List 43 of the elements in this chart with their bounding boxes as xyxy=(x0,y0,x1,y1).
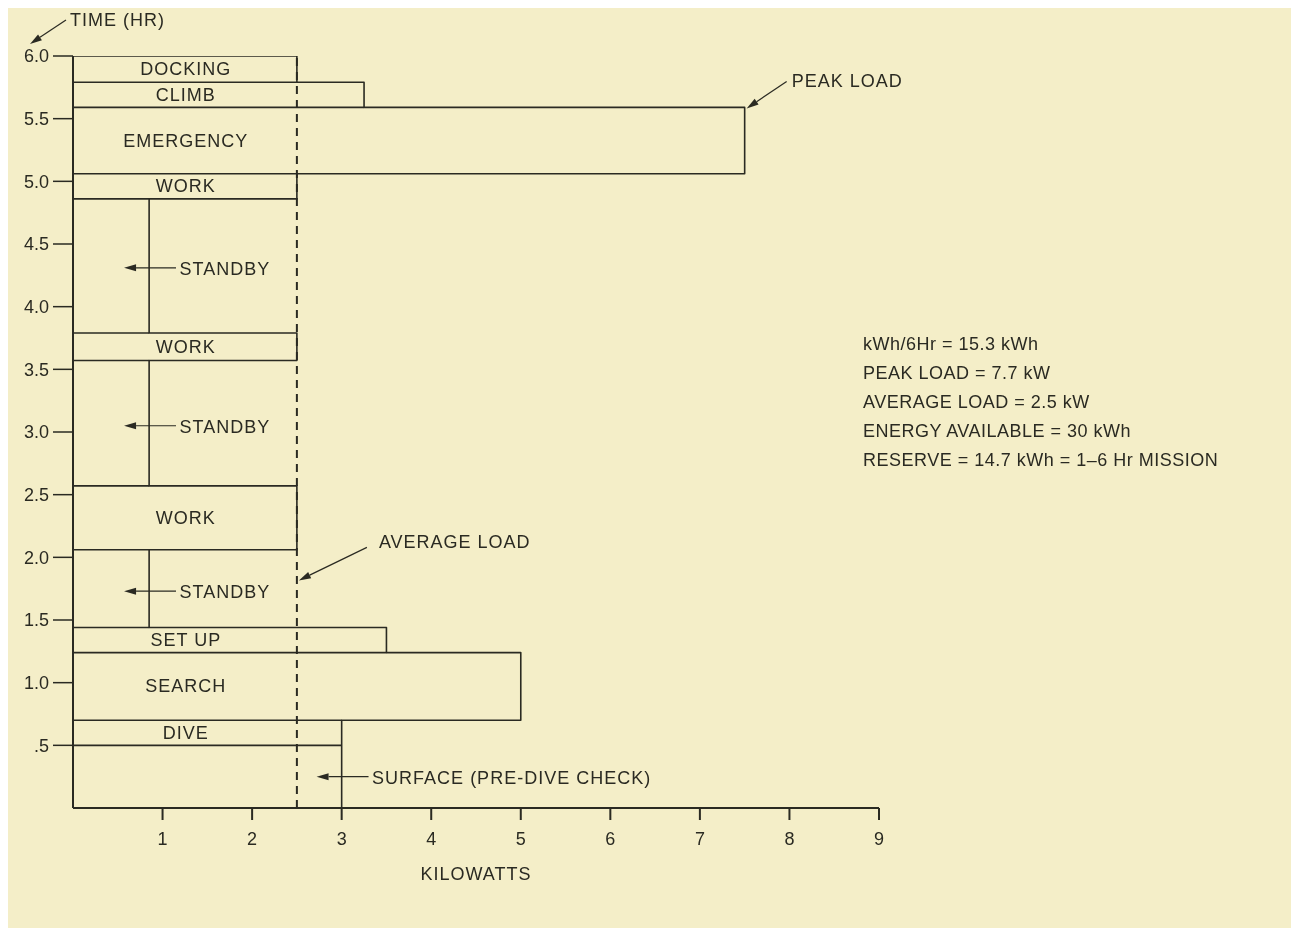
annotation: DIVE xyxy=(162,722,209,743)
annotation: SET UP xyxy=(150,630,222,651)
y-tick-label: 3.5 xyxy=(23,359,49,380)
y-tick-label: .5 xyxy=(33,735,49,756)
x-tick-label: 8 xyxy=(784,828,795,849)
annotation: WORK xyxy=(155,507,216,528)
x-tick-label: 3 xyxy=(336,828,347,849)
y-tick-label: 2.0 xyxy=(23,547,49,568)
annotation: CLIMB xyxy=(155,84,216,105)
annotation: SURFACE (PRE-DIVE CHECK) xyxy=(372,767,652,788)
annotation: PEAK LOAD = 7.7 kW xyxy=(863,362,1052,385)
y-tick-label: 5.0 xyxy=(23,171,49,192)
y-tick-label: 5.5 xyxy=(23,109,49,130)
annotation: WORK xyxy=(155,176,216,197)
annotation: WORK xyxy=(155,336,216,357)
annotation: RESERVE = 14.7 kWh = 1–6 Hr MISSION xyxy=(863,449,1219,472)
annotation: kWh/6Hr = 15.3 kWh xyxy=(863,333,1040,356)
x-tick-label: 9 xyxy=(873,828,885,849)
y-tick-label: 1.0 xyxy=(23,673,49,694)
annotation: STANDBY xyxy=(179,582,271,603)
annotation: STANDBY xyxy=(179,258,271,279)
y-axis-title: TIME (HR) xyxy=(70,10,165,30)
y-tick-label: 1.5 xyxy=(23,610,49,631)
annotation: SEARCH xyxy=(145,676,227,697)
annotation: STANDBY xyxy=(179,416,271,437)
x-tick-label: 1 xyxy=(157,828,168,849)
y-tick-label: 2.5 xyxy=(23,485,49,506)
annotation: PEAK LOAD xyxy=(791,71,903,92)
annotation: ENERGY AVAILABLE = 30 kWh xyxy=(863,420,1133,443)
annotation: EMERGENCY xyxy=(123,130,249,151)
x-tick-label: 4 xyxy=(426,828,437,849)
ref-line-label: AVERAGE LOAD xyxy=(378,532,531,553)
y-tick-label: 4.0 xyxy=(23,297,49,318)
y-tick-label: 4.5 xyxy=(23,234,49,255)
x-tick-label: 6 xyxy=(605,828,616,849)
x-tick-label: 2 xyxy=(247,828,258,849)
annotation: DOCKING xyxy=(140,59,232,80)
x-tick-label: 7 xyxy=(694,828,705,849)
y-tick-label: 6.0 xyxy=(23,46,49,67)
annotation: AVERAGE LOAD = 2.5 kW xyxy=(863,391,1091,414)
x-axis-title: KILOWATTS xyxy=(420,864,532,884)
x-tick-label: 5 xyxy=(515,828,526,849)
y-tick-label: 3.0 xyxy=(23,422,49,443)
